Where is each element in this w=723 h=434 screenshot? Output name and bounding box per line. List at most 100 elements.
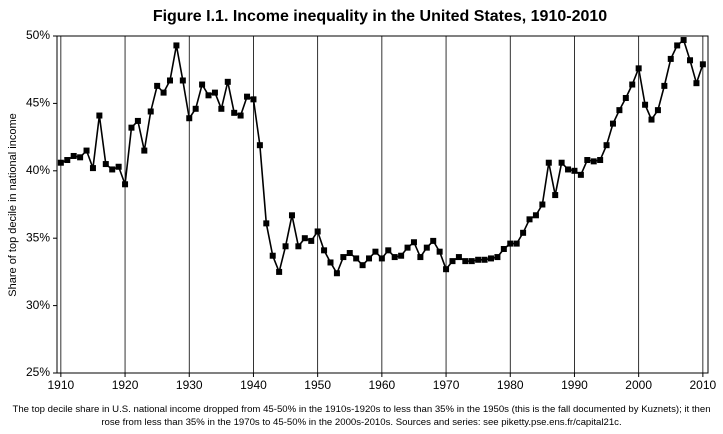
point-marker [577,171,584,178]
point-marker [488,255,494,262]
point-marker [77,154,84,161]
point-marker [449,258,456,265]
point-marker [147,108,154,115]
y-tick-label: 35% [26,230,50,244]
point-marker [558,159,565,166]
point-marker [57,159,64,166]
point-marker [186,115,193,122]
point-marker [166,77,173,84]
point-marker [417,254,424,261]
point-marker [532,212,539,219]
y-tick-label: 45% [26,96,50,110]
point-marker [160,89,167,96]
point-marker [327,259,334,266]
point-marker [468,258,475,265]
x-tick-label: 1930 [176,378,203,392]
point-marker [616,107,623,114]
point-marker [218,105,225,112]
point-marker [199,81,206,88]
point-marker [410,239,417,246]
point-marker [462,258,469,265]
x-tick-label: 1940 [240,378,267,392]
chart-title: Figure I.1. Income inequality in the Uni… [153,8,607,25]
point-marker [481,256,488,263]
point-marker [507,240,514,247]
point-marker [308,237,315,244]
point-marker [231,109,238,116]
point-marker [552,192,559,199]
point-marker [584,157,591,164]
point-marker [500,245,507,252]
point-marker [443,266,450,273]
point-marker [372,248,379,255]
point-marker [404,244,411,251]
point-marker [366,255,373,262]
point-marker [687,57,694,64]
point-marker [295,243,302,250]
point-marker [629,81,636,88]
point-marker [269,252,276,259]
x-tick-label: 1970 [433,378,460,392]
point-marker [391,254,398,261]
point-marker [115,163,122,170]
point-marker [173,42,180,49]
point-marker [83,147,90,154]
point-marker [475,256,482,263]
point-marker [520,229,527,236]
x-tick-label: 1990 [561,378,588,392]
point-marker [128,124,135,131]
point-marker [398,252,405,259]
point-marker [603,142,610,149]
point-marker [359,262,366,269]
point-marker [526,216,533,223]
point-marker [353,255,360,262]
point-marker [282,243,289,250]
point-marker [340,254,347,261]
point-marker [430,237,437,244]
point-marker [494,254,501,261]
point-marker [224,78,231,85]
point-marker [301,235,308,242]
point-marker [513,240,520,247]
point-marker [205,92,212,99]
point-marker [237,112,244,119]
x-tick-label: 2010 [690,378,717,392]
y-tick-label: 30% [26,298,50,312]
point-marker [455,254,462,261]
chart: Figure I.1. Income inequality in the Uni… [7,8,717,392]
point-marker [321,247,328,254]
point-marker [250,96,257,103]
point-marker [109,166,116,173]
point-marker [590,158,597,165]
x-tick-label: 1980 [497,378,524,392]
point-marker [333,270,340,277]
y-axis-label: Share of top decile in national income [7,113,19,296]
point-marker [622,95,629,102]
point-marker [674,42,681,49]
point-marker [276,268,283,275]
point-marker [64,157,71,164]
point-marker [154,82,161,89]
x-tick-label: 1920 [112,378,139,392]
point-marker [378,255,385,262]
point-marker [244,93,251,100]
point-marker [192,105,199,112]
point-marker [141,147,148,154]
point-marker [179,77,186,84]
x-tick-label: 2000 [625,378,652,392]
point-marker [661,82,668,89]
point-marker [346,250,353,257]
point-marker [667,55,674,62]
point-marker [635,65,642,72]
point-marker [263,220,270,227]
point-marker [699,61,706,68]
point-marker [436,248,443,255]
point-marker [288,212,295,219]
point-marker [642,101,649,108]
x-tick-label: 1910 [48,378,75,392]
x-tick-label: 1950 [304,378,331,392]
plot-frame [56,35,709,374]
point-marker [423,244,430,251]
point-marker [211,89,218,96]
point-marker [385,247,392,254]
